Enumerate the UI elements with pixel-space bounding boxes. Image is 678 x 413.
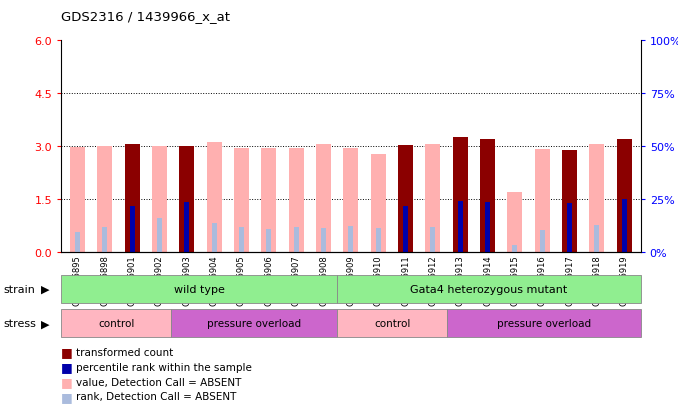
Text: ■: ■ (61, 345, 73, 358)
Text: ■: ■ (61, 360, 73, 373)
Bar (294, 227, 298, 252)
Bar (425, 145, 441, 252)
Bar (125, 145, 140, 252)
Text: rank, Detection Call = ABSENT: rank, Detection Call = ABSENT (76, 392, 237, 401)
Bar (102, 227, 107, 252)
Bar (562, 151, 577, 252)
Bar (337, 275, 641, 304)
Text: value, Detection Call = ABSENT: value, Detection Call = ABSENT (76, 377, 241, 387)
Bar (447, 309, 641, 337)
Bar (398, 146, 413, 252)
Bar (129, 206, 134, 252)
Text: pressure overload: pressure overload (207, 318, 301, 328)
Bar (61, 309, 172, 337)
Bar (480, 140, 495, 252)
Bar (239, 227, 244, 252)
Bar (316, 145, 331, 252)
Bar (595, 225, 599, 252)
Bar (97, 147, 113, 252)
Bar (348, 227, 353, 252)
Text: Gata4 heterozygous mutant: Gata4 heterozygous mutant (410, 285, 567, 294)
Bar (289, 149, 304, 252)
Bar (343, 149, 359, 252)
Bar (403, 207, 408, 252)
Bar (453, 138, 468, 252)
Bar (589, 145, 605, 252)
Bar (507, 192, 523, 252)
Bar (540, 231, 544, 252)
Text: GDS2316 / 1439966_x_at: GDS2316 / 1439966_x_at (61, 10, 230, 23)
Bar (234, 148, 249, 252)
Bar (152, 147, 167, 252)
Bar (376, 228, 380, 252)
Bar (567, 204, 572, 252)
Bar (458, 201, 462, 252)
Bar (70, 148, 85, 252)
Text: control: control (374, 318, 410, 328)
Bar (266, 229, 271, 252)
Bar (513, 246, 517, 252)
Bar (337, 309, 447, 337)
Bar (622, 199, 626, 252)
Bar (61, 275, 337, 304)
Bar (157, 218, 162, 252)
Bar (184, 202, 189, 252)
Bar (261, 148, 277, 252)
Text: ▶: ▶ (41, 318, 49, 328)
Bar (321, 228, 326, 252)
Text: ▶: ▶ (41, 284, 49, 294)
Text: percentile rank within the sample: percentile rank within the sample (76, 362, 252, 372)
Text: stress: stress (3, 318, 36, 328)
Bar (172, 309, 337, 337)
Bar (207, 143, 222, 252)
Bar (485, 202, 490, 252)
Text: pressure overload: pressure overload (497, 318, 591, 328)
Bar (535, 150, 550, 252)
Text: wild type: wild type (174, 285, 224, 294)
Text: control: control (98, 318, 134, 328)
Text: strain: strain (3, 284, 35, 294)
Text: ■: ■ (61, 390, 73, 403)
Bar (617, 140, 632, 252)
Bar (371, 154, 386, 252)
Text: ■: ■ (61, 375, 73, 388)
Bar (75, 233, 80, 252)
Bar (431, 227, 435, 252)
Text: transformed count: transformed count (76, 347, 173, 357)
Bar (212, 224, 216, 252)
Bar (179, 147, 195, 252)
